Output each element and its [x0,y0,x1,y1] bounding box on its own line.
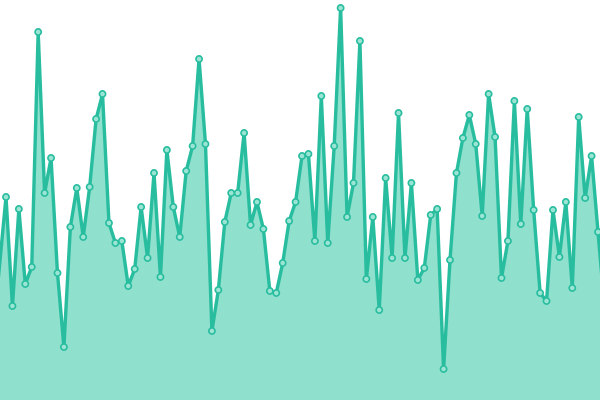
series-markers [2,4,600,373]
data-point-marker [568,284,577,292]
data-point-marker [516,220,525,228]
data-point-marker [285,217,294,225]
data-point-marker [407,179,416,187]
data-point-marker [124,282,133,290]
data-point-marker [375,306,384,314]
data-point-marker [452,169,461,177]
data-point-marker [484,90,493,98]
data-point-marker [298,152,306,160]
data-point-marker [394,109,403,117]
data-point-marker [130,265,139,273]
data-point-marker [439,365,448,373]
data-point-marker [188,142,197,150]
data-point-marker [555,253,564,261]
data-point-marker [420,264,429,272]
data-point-marker [465,111,474,119]
data-point-marker [497,274,506,282]
data-point-marker [272,289,281,297]
data-point-marker [34,28,43,36]
data-point-marker [317,92,326,100]
data-point-marker [343,213,352,221]
data-point-marker [14,205,23,213]
data-point-marker [92,115,101,123]
data-point-marker [278,259,287,267]
data-point-marker [355,37,364,45]
data-point-marker [536,289,545,297]
data-point-marker [323,239,332,247]
data-point-marker [426,211,435,219]
data-point-marker [594,228,600,236]
data-point-marker [574,113,583,121]
data-point-marker [433,205,442,213]
data-point-marker [291,198,300,206]
data-point-marker [214,286,223,294]
data-point-marker [549,206,557,214]
data-point-marker [117,237,126,245]
data-point-marker [381,174,390,182]
data-point-marker [304,150,313,158]
data-point-marker [362,275,371,283]
data-point-marker [491,133,500,141]
data-point-marker [240,129,249,137]
data-point-marker [388,254,397,262]
data-point-marker [523,105,532,113]
data-point-marker [413,276,422,284]
data-point-marker [85,183,94,191]
data-point-marker [246,221,255,229]
data-point-marker [169,203,178,211]
data-point-marker [368,213,377,221]
data-point-marker [581,194,590,202]
data-point-marker [201,140,210,148]
data-point-marker [458,134,467,142]
data-point-marker [137,203,146,211]
data-point-marker [471,140,480,148]
data-point-marker [27,263,36,271]
data-point-marker [98,90,107,98]
data-point-marker [21,280,30,288]
data-point-marker [182,167,191,175]
data-point-marker [510,97,519,105]
data-point-marker [150,169,158,177]
data-point-marker [59,343,68,351]
data-point-marker [143,254,152,262]
data-point-marker [265,287,274,295]
data-point-marker [542,297,551,305]
data-point-marker [8,302,17,310]
data-point-marker [156,273,165,281]
data-point-marker [47,154,55,162]
data-point-marker [446,256,454,264]
data-point-marker [195,55,203,63]
data-point-marker [310,237,319,245]
data-point-marker [233,189,242,197]
data-point-marker [207,327,216,335]
data-point-marker [227,189,236,197]
data-point-marker [66,223,75,231]
data-point-marker [330,142,339,150]
data-point-marker [40,189,49,197]
data-point-marker [349,179,358,187]
data-point-marker [529,206,538,214]
data-point-marker [561,198,570,206]
data-point-marker [175,233,184,241]
data-point-marker [401,254,409,262]
data-point-marker [2,193,10,201]
data-point-marker [111,239,120,247]
data-point-marker [53,269,62,277]
data-point-marker [336,4,345,12]
data-point-marker [503,237,512,245]
series-area [0,8,600,400]
data-point-marker [162,146,171,154]
data-point-marker [79,233,88,241]
data-point-marker [259,225,268,233]
data-point-marker [72,184,81,192]
data-point-marker [105,219,113,227]
data-point-marker [220,218,229,226]
data-point-marker [253,198,261,206]
data-point-marker [587,152,596,160]
data-point-marker [478,212,487,220]
